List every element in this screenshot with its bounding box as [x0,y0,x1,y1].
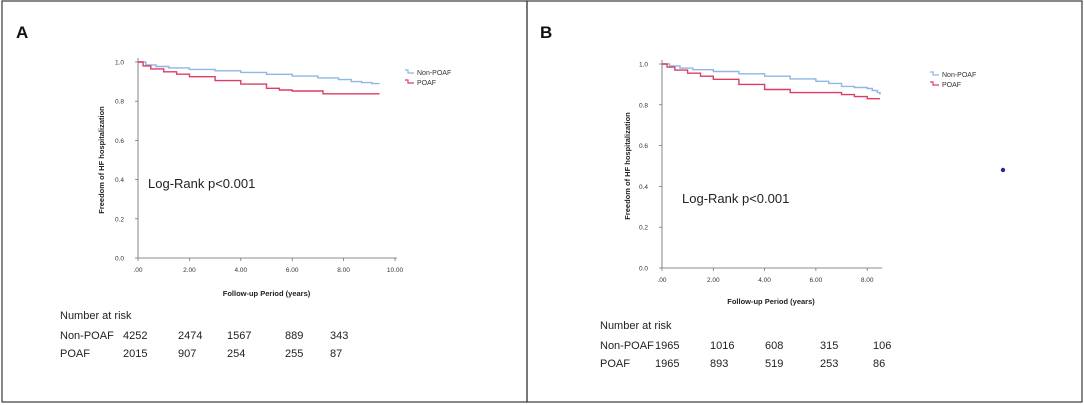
risk-value: 87 [330,348,343,360]
legend-label: POAF [417,80,436,87]
km-curve-non-poaf [138,61,380,85]
risk-value: 343 [330,330,349,342]
y-tick-label: 0.2 [115,216,124,223]
risk-value: 893 [710,358,729,370]
x-tick-label: 4.00 [758,277,771,284]
y-tick-label: 1.0 [639,62,648,69]
x-tick-label: 4.00 [234,267,247,274]
y-axis-title: Freedom of HF hospitalization [97,106,106,214]
risk-value: 86 [873,358,886,370]
km-chart-a: 0.0 0.2 0.4 0.6 0.8 1.0 .00 2.00 4.00 6.00 8.00 10.… [97,58,451,298]
panel-a: A 0.0 0.2 0.4 0.6 0.8 1.0 .00 2.00 4.00 6.00 8.00 1… [16,23,451,298]
risk-value: 2015 [123,348,148,360]
stray-dot [1000,167,1006,173]
risk-value: 1965 [655,358,680,370]
x-tick-label: .00 [133,267,142,274]
log-rank-annotation: Log-Rank p<0.001 [148,176,255,191]
x-tick-label: 8.00 [861,277,874,284]
y-tick-label: 0.6 [115,138,124,145]
risk-value: 315 [820,340,839,352]
legend-label: Non-POAF [417,70,451,77]
x-tick-label: 10.00 [387,267,404,274]
risk-value: 889 [285,330,304,342]
legend-swatch [405,79,414,84]
x-tick-label: 8.00 [337,267,350,274]
risk-value: 907 [178,348,197,360]
risk-value: 2474 [178,330,203,342]
risk-label: POAF [600,358,630,370]
km-chart-b: 0.0 0.2 0.4 0.6 0.8 1.0 .00 2.00 4.00 6.00 8.00 Fol… [623,60,976,306]
y-tick-label: 0.0 [639,266,648,273]
risk-value: 255 [285,348,304,360]
x-tick-label: 2.00 [707,277,720,284]
y-tick-label: 0.0 [115,256,124,263]
panel-letter: A [16,23,28,42]
y-tick-label: 1.0 [115,60,124,67]
panel-b-border [526,0,1083,403]
risk-label: POAF [60,348,90,360]
x-tick-label: 2.00 [183,267,196,274]
risk-value: 253 [820,358,839,370]
legend-swatch [405,69,414,74]
x-tick-label: 6.00 [810,277,823,284]
km-curve-poaf [662,63,880,100]
km-curve-poaf [138,61,380,95]
log-rank-annotation: Log-Rank p<0.001 [682,191,789,206]
risk-value: 1567 [227,330,252,342]
y-tick-label: 0.4 [115,177,124,184]
y-axis-title: Freedom of HF hospitalization [623,112,632,220]
legend-label: POAF [942,82,961,89]
risk-title: Number at risk [60,310,132,322]
legend-swatch [930,81,939,86]
legend-label: Non-POAF [942,72,976,79]
risk-value: 254 [227,348,246,360]
risk-title: Number at risk [600,320,672,332]
risk-value: 106 [873,340,892,352]
risk-label: Non-POAF [60,330,114,342]
panel-letter: B [540,23,552,42]
y-tick-label: 0.6 [639,143,648,150]
x-tick-label: 6.00 [286,267,299,274]
legend-swatch [930,71,939,76]
x-tick-label: .00 [657,277,666,284]
risk-value: 1965 [655,340,680,352]
y-tick-label: 0.8 [115,99,124,106]
panel-b: B 0.0 0.2 0.4 0.6 0.8 1.0 .00 2.00 4.00 6.00 8.00 F… [540,23,1006,306]
x-axis-title: Follow-up Period (years) [223,289,311,298]
risk-value: 519 [765,358,784,370]
x-axis-title: Follow-up Period (years) [727,297,815,306]
risk-value: 608 [765,340,784,352]
risk-value: 1016 [710,340,735,352]
km-curve-non-poaf [662,63,881,95]
y-tick-label: 0.8 [639,102,648,109]
risk-label: Non-POAF [600,340,654,352]
risk-value: 4252 [123,330,148,342]
y-tick-label: 0.4 [639,184,648,191]
y-tick-label: 0.2 [639,225,648,232]
